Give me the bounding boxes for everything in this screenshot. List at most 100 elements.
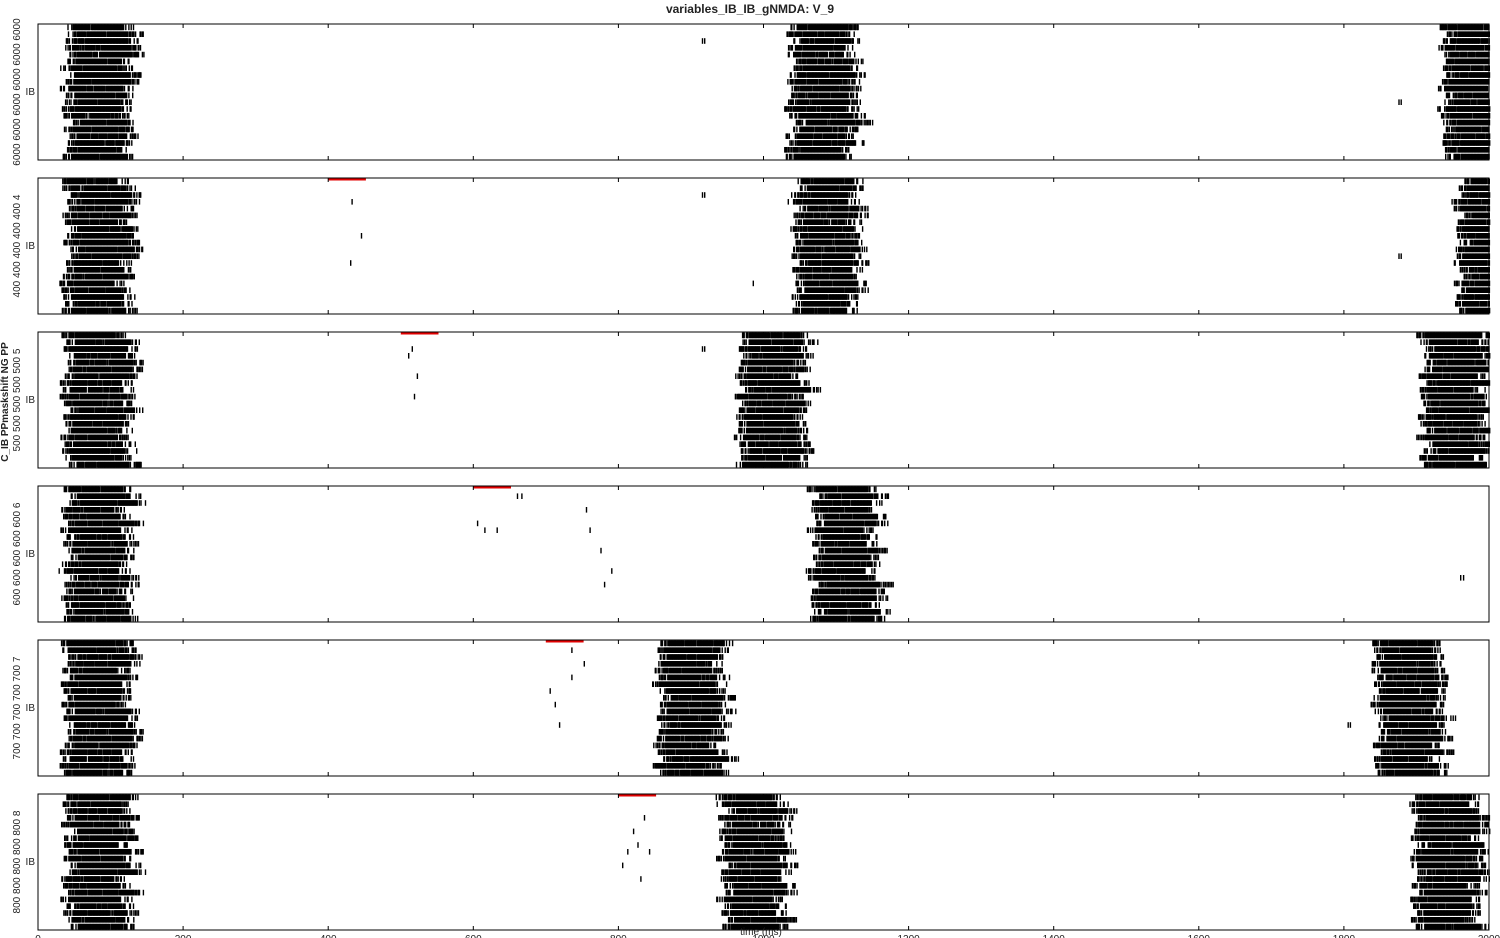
spike <box>1451 126 1453 133</box>
spike <box>69 126 71 133</box>
raster-panel-1: 6000 6000 6000 6000 6000 6000 IB <box>12 18 1491 166</box>
spike <box>74 92 77 99</box>
spike <box>63 126 66 133</box>
spike <box>134 239 137 246</box>
spike <box>96 85 98 92</box>
spike <box>134 79 136 85</box>
spike <box>132 51 134 58</box>
spike <box>90 51 92 58</box>
spike <box>1448 140 1450 146</box>
spike <box>124 31 127 37</box>
spike <box>81 85 83 92</box>
spike <box>114 79 116 85</box>
spike <box>793 79 795 85</box>
spike <box>863 140 865 146</box>
spike <box>787 147 790 153</box>
spike <box>136 212 138 219</box>
spike <box>868 119 870 126</box>
spike <box>105 24 107 31</box>
spike <box>65 212 67 219</box>
spike <box>817 51 819 58</box>
spike <box>116 24 118 31</box>
spike <box>109 79 111 85</box>
spike <box>120 51 122 58</box>
spike <box>80 65 82 71</box>
spike <box>92 24 94 31</box>
spike <box>95 24 97 31</box>
spike <box>110 58 113 65</box>
spike <box>86 45 88 51</box>
spike <box>77 31 80 37</box>
spike <box>871 119 874 126</box>
spike <box>116 133 119 139</box>
spike <box>96 72 98 78</box>
spike <box>96 38 98 44</box>
spike <box>118 51 120 58</box>
spike <box>132 126 134 133</box>
spike <box>65 178 67 185</box>
spike <box>78 199 80 205</box>
spike <box>130 65 133 71</box>
spike <box>80 99 82 105</box>
spike <box>73 79 75 85</box>
spike <box>1449 119 1452 126</box>
spike <box>1444 99 1446 105</box>
spike <box>106 38 109 44</box>
spike <box>796 85 798 92</box>
spike <box>860 58 863 65</box>
spike <box>1446 65 1449 71</box>
spike <box>99 79 101 85</box>
spike <box>125 233 127 239</box>
spike <box>137 51 140 58</box>
spike <box>99 92 101 99</box>
spike <box>102 31 104 37</box>
spike <box>76 147 78 153</box>
spike <box>810 99 812 105</box>
spike <box>131 199 133 205</box>
spike <box>106 51 108 58</box>
spike <box>127 79 129 85</box>
spike <box>120 219 122 225</box>
spike <box>118 58 120 65</box>
spike <box>137 226 139 232</box>
spike <box>65 92 68 99</box>
spike <box>125 147 127 153</box>
spike <box>133 212 135 219</box>
spike <box>123 92 126 99</box>
spike <box>122 38 125 44</box>
spike <box>91 38 93 44</box>
spike <box>91 85 94 92</box>
spike <box>66 99 68 105</box>
spike <box>97 58 99 65</box>
spike <box>99 45 101 51</box>
spike <box>837 126 839 133</box>
spike <box>78 45 80 51</box>
spike <box>82 72 84 78</box>
spike <box>800 119 802 126</box>
spike <box>1467 72 1469 78</box>
spike <box>126 92 128 99</box>
spike <box>87 38 89 44</box>
spike <box>68 58 71 65</box>
spike <box>128 153 131 160</box>
spike <box>88 79 90 85</box>
spike <box>80 38 82 44</box>
spike <box>89 99 91 105</box>
spike <box>112 99 114 105</box>
spike <box>79 45 81 51</box>
spike <box>805 72 807 78</box>
spike <box>129 119 131 126</box>
spike <box>128 72 130 78</box>
spike <box>852 79 854 85</box>
spike <box>857 24 859 31</box>
spike <box>1440 85 1442 92</box>
spike <box>849 51 851 58</box>
spike <box>126 51 128 58</box>
spike <box>89 51 91 58</box>
spike <box>76 99 78 105</box>
spike <box>141 51 144 58</box>
spike <box>127 178 129 185</box>
spike <box>132 119 134 126</box>
spike <box>96 92 98 99</box>
